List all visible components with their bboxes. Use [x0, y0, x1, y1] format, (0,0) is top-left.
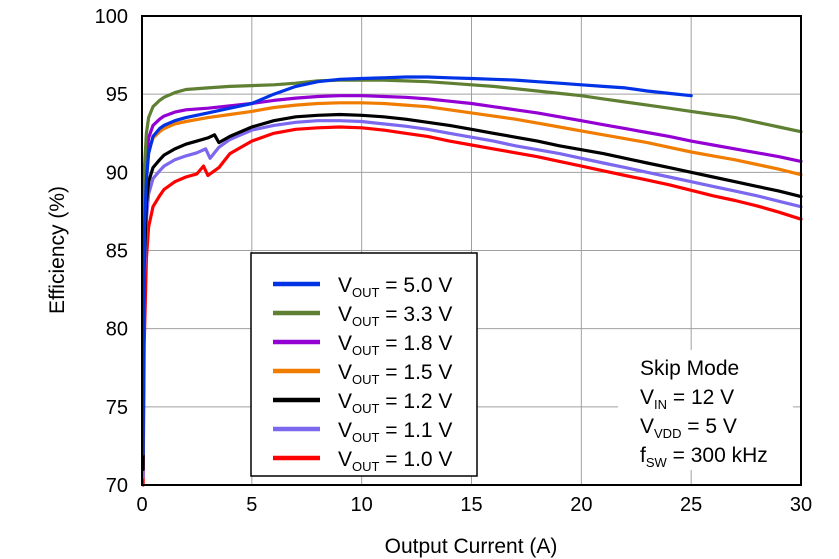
- y-tick-label: 95: [106, 84, 128, 106]
- legend-label: VOUT = 1.1 V: [338, 419, 452, 445]
- series-layer: [141, 75, 803, 487]
- legend-item: VOUT = 1.1 V: [273, 419, 452, 445]
- annotation-vin: VIN = 12 V: [640, 386, 734, 412]
- y-axis-label: Efficiency (%): [46, 186, 69, 314]
- legend-label: VOUT = 3.3 V: [338, 303, 452, 329]
- x-tick-label: 0: [136, 494, 147, 516]
- legend-label: VOUT = 1.2 V: [338, 390, 452, 416]
- y-tick-label: 90: [106, 162, 128, 184]
- x-tick-labels: 0 5 10 15 20 25 30: [136, 494, 812, 516]
- series-line-v-out-1-5-v: [141, 101, 803, 456]
- annotation-fsw: fSW = 300 kHz: [640, 444, 768, 470]
- y-tick-labels: 70 75 80 85 90 95 100: [95, 6, 128, 497]
- y-tick-label: 85: [106, 241, 128, 263]
- series-line-v-out-5-0-v: [141, 75, 693, 456]
- x-tick-label: 15: [460, 494, 482, 516]
- legend-items: VOUT = 5.0 V VOUT = 3.3 V VOUT = 1.8 V VOUT…: [273, 274, 452, 474]
- legend-item: VOUT = 3.3 V: [273, 303, 452, 329]
- annotation-mode: Skip Mode: [640, 357, 739, 380]
- conditions-annotation: Skip Mode VIN = 12 V VVDD = 5 V fSW = 30…: [618, 350, 793, 470]
- legend-label: VOUT = 1.5 V: [338, 361, 452, 387]
- series-line-v-out-1-8-v: [141, 94, 803, 440]
- x-tick-label: 5: [246, 494, 257, 516]
- legend: VOUT = 5.0 V VOUT = 3.3 V VOUT = 1.8 V VOUT…: [250, 252, 478, 477]
- legend-label: VOUT = 1.0 V: [338, 448, 452, 474]
- x-tick-label: 30: [790, 494, 812, 516]
- annotation-vvdd: VVDD = 5 V: [640, 415, 737, 441]
- x-tick-label: 10: [351, 494, 373, 516]
- x-tick-label: 25: [680, 494, 702, 516]
- legend-label: VOUT = 1.8 V: [338, 332, 452, 358]
- annotation-background: [618, 350, 793, 470]
- series-line-v-out-1-0-v: [141, 125, 803, 487]
- legend-item: VOUT = 1.0 V: [273, 448, 452, 474]
- legend-box: [250, 252, 478, 477]
- series-line-v-out-3-3-v: [141, 78, 803, 409]
- legend-item: VOUT = 1.8 V: [273, 332, 452, 358]
- x-axis-label: Output Current (A): [385, 535, 558, 558]
- legend-label: VOUT = 5.0 V: [338, 274, 452, 300]
- y-tick-label: 75: [106, 397, 128, 419]
- legend-item: VOUT = 1.2 V: [273, 390, 452, 416]
- y-tick-label: 100: [95, 6, 128, 28]
- series-line-v-out-1-2-v: [141, 112, 803, 471]
- legend-item: VOUT = 5.0 V: [273, 274, 452, 300]
- legend-item: VOUT = 1.5 V: [273, 361, 452, 387]
- y-tick-label: 80: [106, 319, 128, 341]
- y-tick-label: 70: [106, 475, 128, 497]
- x-tick-label: 20: [570, 494, 592, 516]
- plot-frame: [141, 15, 802, 486]
- series-line-v-out-1-1-v: [141, 119, 803, 479]
